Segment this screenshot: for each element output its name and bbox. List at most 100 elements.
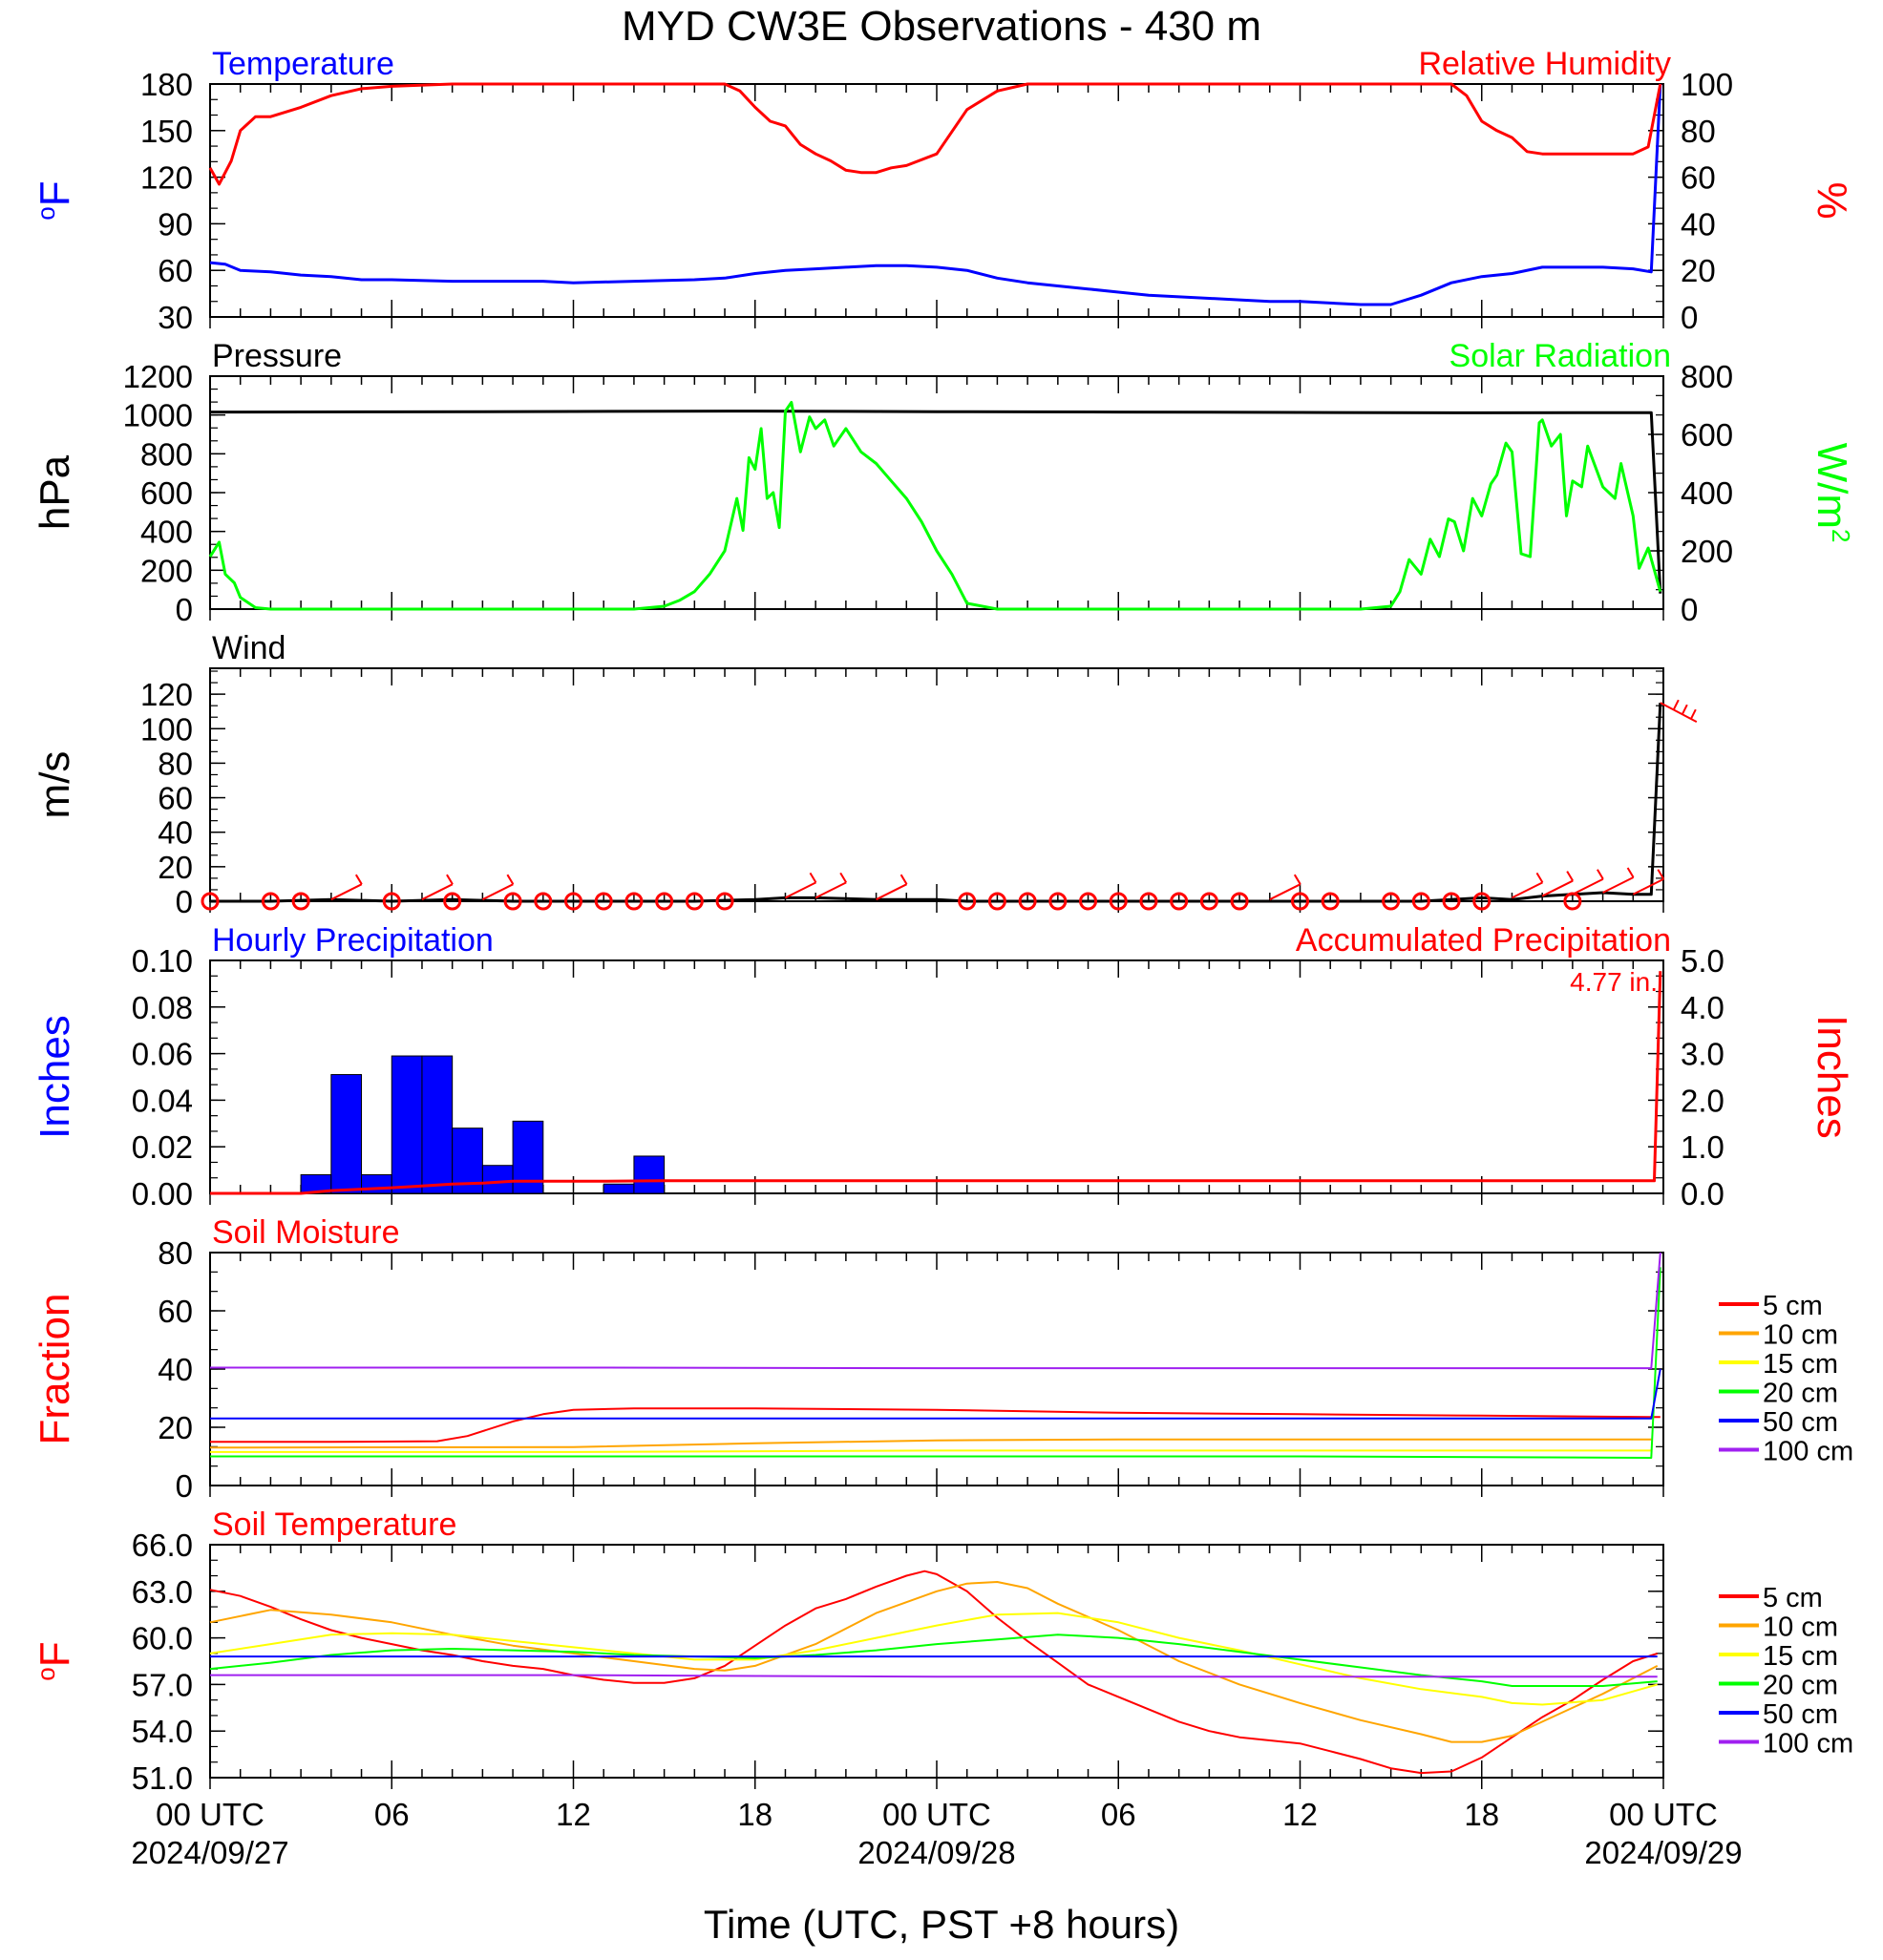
legend-label: 20 cm bbox=[1763, 1379, 1838, 1409]
y2-tick-label: 2.0 bbox=[1681, 1083, 1724, 1118]
panel-title-right: Accumulated Precipitation bbox=[1296, 922, 1671, 959]
series-line-20-cm bbox=[210, 1267, 1661, 1459]
calm-wind-marker bbox=[1291, 892, 1309, 911]
calm-wind-marker bbox=[1048, 892, 1068, 911]
y-axis-unit-right: W/m2 bbox=[1809, 443, 1855, 543]
x-tick-date-label: 2024/09/29 bbox=[1584, 1835, 1742, 1870]
legend-label: 10 cm bbox=[1763, 1612, 1838, 1643]
panel-title-left: Wind bbox=[212, 630, 286, 666]
calm-wind-marker bbox=[291, 892, 310, 911]
y-tick-label: 0.10 bbox=[132, 943, 193, 979]
y-axis-unit-left: hPa bbox=[32, 454, 78, 530]
calm-wind-marker bbox=[201, 892, 220, 911]
x-tick-label: 06 bbox=[374, 1797, 410, 1832]
calm-wind-marker bbox=[1170, 892, 1189, 911]
calm-wind-marker bbox=[1230, 892, 1249, 911]
y-tick-label: 120 bbox=[140, 160, 193, 196]
legend-label: 50 cm bbox=[1763, 1699, 1838, 1730]
wind-barb bbox=[1541, 879, 1574, 897]
y-tick-label: 0 bbox=[176, 1468, 193, 1504]
calm-wind-marker bbox=[1472, 892, 1492, 911]
y-tick-label: 60 bbox=[158, 253, 193, 288]
y-tick-label: 180 bbox=[140, 67, 193, 102]
y-tick-label: 60 bbox=[158, 1294, 193, 1329]
calm-wind-marker bbox=[655, 892, 674, 911]
x-tick-label: 12 bbox=[1282, 1797, 1318, 1832]
y-tick-label: 40 bbox=[158, 815, 193, 851]
calm-wind-marker bbox=[715, 892, 734, 911]
series-line-20-cm bbox=[209, 1633, 1658, 1687]
panel-title-left: Temperature bbox=[212, 46, 394, 82]
calm-wind-marker bbox=[987, 892, 1006, 911]
y2-tick-label: 80 bbox=[1681, 114, 1716, 149]
y-axis-unit-left: Fraction bbox=[32, 1294, 78, 1445]
y2-tick-label: 3.0 bbox=[1681, 1037, 1724, 1072]
calm-wind-marker bbox=[534, 892, 553, 911]
y-tick-label: 80 bbox=[158, 1235, 193, 1271]
series-line-100-cm bbox=[210, 1674, 1658, 1678]
panel-title-left: Pressure bbox=[212, 338, 342, 374]
wind-barb-flag bbox=[446, 874, 454, 885]
y-tick-label: 600 bbox=[140, 475, 193, 511]
y2-tick-label: 60 bbox=[1681, 160, 1716, 196]
y2-tick-label: 0 bbox=[1681, 592, 1698, 627]
series-line-relative-humidity bbox=[208, 82, 1662, 186]
y-tick-label: 0.06 bbox=[132, 1037, 193, 1072]
y-tick-label: 40 bbox=[158, 1352, 193, 1387]
calm-wind-marker bbox=[1411, 892, 1430, 911]
calm-wind-marker bbox=[503, 892, 522, 911]
x-tick-date-label: 2024/09/27 bbox=[131, 1835, 288, 1870]
calm-wind-marker bbox=[382, 892, 401, 911]
wind-barb bbox=[876, 883, 908, 901]
wind-barb-flag bbox=[1626, 867, 1635, 878]
calm-wind-marker bbox=[1199, 892, 1218, 911]
series-line-15-cm bbox=[209, 1612, 1658, 1706]
legend-label: 10 cm bbox=[1763, 1320, 1838, 1351]
y-tick-label: 51.0 bbox=[132, 1760, 193, 1796]
wind-barb-flag bbox=[1566, 871, 1575, 882]
calm-wind-marker bbox=[1079, 892, 1098, 911]
wind-barb bbox=[481, 883, 514, 901]
calm-wind-marker bbox=[1321, 892, 1340, 911]
panel-precip: 0.00 0.02 0.04 0.06 0.08 0.10 0.0 1.0 2.0 3.0 4.0 5… bbox=[132, 922, 1724, 1212]
panel-soil-temperature: 51.0 54.0 57.0 60.0 63.0 66.0 Soil Temperature… bbox=[131, 1507, 1853, 1870]
wind-barb bbox=[785, 881, 816, 899]
wind-barb-flag bbox=[809, 872, 817, 883]
series-line-wind bbox=[210, 703, 1662, 903]
y-tick-label: 0.00 bbox=[132, 1176, 193, 1212]
y-tick-label: 0.08 bbox=[132, 990, 193, 1025]
y-tick-label: 1200 bbox=[123, 359, 193, 394]
x-tick-label: 18 bbox=[737, 1797, 772, 1832]
calm-wind-marker bbox=[564, 892, 582, 911]
y2-tick-label: 800 bbox=[1681, 359, 1733, 394]
y-tick-label: 20 bbox=[158, 1410, 193, 1445]
y2-tick-label: 40 bbox=[1681, 206, 1716, 242]
x-tick-date-label: 2024/09/28 bbox=[857, 1835, 1015, 1870]
y-tick-label: 60.0 bbox=[132, 1621, 193, 1656]
legend-label: 100 cm bbox=[1763, 1437, 1853, 1467]
calm-wind-marker bbox=[443, 892, 462, 911]
calm-wind-marker bbox=[1018, 892, 1037, 911]
y2-tick-label: 0.0 bbox=[1681, 1176, 1724, 1212]
legend-label: 5 cm bbox=[1763, 1583, 1823, 1613]
wind-barb-flag bbox=[1689, 708, 1697, 720]
plot-frame bbox=[209, 1544, 1664, 1779]
series-line-temperature bbox=[209, 83, 1662, 306]
panel-title-left: Soil Temperature bbox=[212, 1507, 456, 1543]
x-tick-label: 00 UTC bbox=[1609, 1797, 1718, 1832]
y2-tick-label: 200 bbox=[1681, 534, 1733, 569]
series-line-100-cm bbox=[210, 1252, 1661, 1370]
series-line-15-cm bbox=[210, 1449, 1652, 1453]
precip-bar bbox=[633, 1155, 666, 1194]
x-axis-title: Time (UTC, PST +8 hours) bbox=[704, 1902, 1179, 1947]
y2-tick-label: 400 bbox=[1681, 475, 1733, 511]
y-tick-label: 0 bbox=[176, 884, 193, 919]
wind-barb-flag bbox=[1657, 869, 1665, 880]
x-tick-label: 00 UTC bbox=[156, 1797, 264, 1832]
y-tick-label: 66.0 bbox=[132, 1528, 193, 1563]
x-tick-label: 18 bbox=[1464, 1797, 1499, 1832]
panel-temperature: 30 60 90 120 150 180 0 20 40 60 80 100 Temperature Re… bbox=[140, 46, 1733, 335]
